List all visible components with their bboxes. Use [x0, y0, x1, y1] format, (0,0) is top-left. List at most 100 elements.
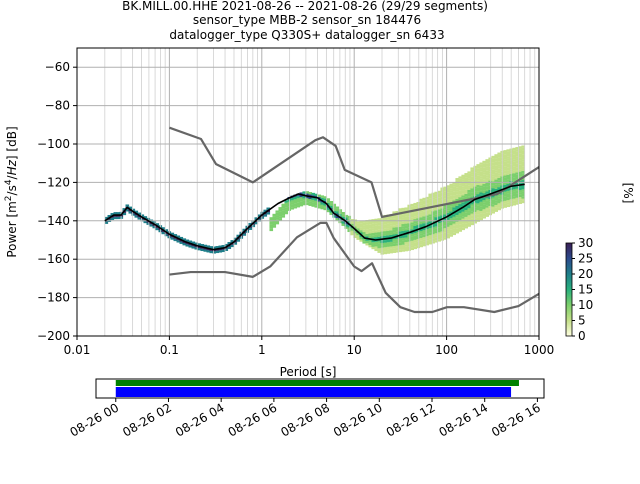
heatmap-cell [521, 147, 525, 151]
x-tick-label: 0.01 [64, 343, 91, 357]
heatmap-cell [497, 194, 501, 197]
heatmap-cell [377, 218, 382, 221]
x-tick-label: 100 [435, 343, 458, 357]
heatmap-cell [506, 197, 510, 201]
heatmap-cell [404, 237, 409, 240]
heatmap-cell [422, 241, 427, 244]
heatmap-cell [437, 234, 442, 237]
heatmap-cell [491, 167, 495, 170]
heatmap-cell [317, 203, 322, 207]
heatmap-cell [485, 205, 489, 208]
heatmap-cell [512, 150, 516, 153]
heatmap-cell [485, 182, 489, 185]
heatmap-cell [368, 242, 373, 246]
heatmap-cell [446, 224, 451, 227]
heatmap-cell [452, 198, 457, 201]
heatmap-cell [434, 214, 439, 218]
heatmap-cell [512, 168, 516, 171]
heatmap-cell [365, 240, 370, 244]
heatmap-cell [386, 230, 391, 234]
heatmap-cell [131, 213, 136, 216]
heatmap-cell [476, 182, 481, 185]
heatmap-cell [371, 246, 376, 250]
heatmap-cell [389, 246, 394, 249]
heatmap-cell [461, 174, 466, 178]
heatmap-cell [455, 198, 460, 202]
heatmap-cell [377, 245, 382, 249]
heatmap-cell [503, 189, 507, 192]
x-tick-label: 1000 [524, 343, 555, 357]
colorbar-tick-label: 10 [578, 298, 593, 312]
heatmap-cell [362, 241, 367, 244]
heatmap-cell [470, 208, 475, 212]
heatmap-cell [425, 213, 430, 216]
heatmap-cell [284, 204, 289, 208]
heatmap-cell [134, 215, 139, 218]
heatmap-cell [428, 202, 433, 206]
heatmap-cell [371, 226, 376, 229]
heatmap-cell [467, 182, 472, 186]
heatmap-cell [377, 229, 382, 233]
heatmap-cell [488, 175, 492, 179]
heatmap-cell [395, 238, 400, 242]
heatmap-cell [464, 200, 469, 204]
heatmap-cell [518, 155, 522, 158]
heatmap-cell [482, 163, 486, 166]
heatmap-cell [416, 222, 421, 226]
heatmap-cell [395, 234, 400, 237]
heatmap-cell [146, 217, 151, 221]
heatmap-cell [506, 179, 510, 182]
heatmap-cell [416, 238, 421, 242]
heatmap-cell [503, 182, 507, 185]
heatmap-cell [431, 229, 436, 232]
heatmap-cell [503, 166, 507, 169]
heatmap-cell [461, 218, 466, 221]
heatmap-cell [485, 196, 489, 199]
heatmap-cell [386, 251, 391, 254]
heatmap-cell [488, 201, 492, 204]
heatmap-cell [422, 216, 427, 219]
heatmap-cell [521, 170, 525, 174]
heatmap-cell [494, 188, 498, 192]
heatmap-cell [407, 213, 412, 217]
heatmap-cell [476, 175, 481, 179]
heatmap-cell [491, 171, 495, 175]
heatmap-cell [485, 170, 489, 174]
heatmap-cell [398, 208, 403, 211]
heatmap-cell [494, 181, 498, 185]
heatmap-cell [404, 246, 409, 249]
heatmap-cell [437, 236, 442, 240]
heatmap-cell [407, 248, 412, 251]
heatmap-cell [491, 155, 495, 159]
heatmap-cell [428, 242, 433, 245]
heatmap-cell [479, 178, 483, 182]
heatmap-cell [434, 233, 439, 236]
heatmap-cell [371, 221, 376, 224]
heatmap-cell [497, 157, 501, 160]
heatmap-cell [224, 248, 229, 251]
heatmap-cell [473, 168, 478, 171]
noise-models [169, 126, 540, 314]
heatmap-cell [479, 162, 483, 165]
heatmap-cell [458, 206, 463, 209]
heatmap-cell [233, 242, 238, 245]
heatmap-cell [479, 203, 483, 207]
heatmap-cell [467, 210, 472, 213]
heatmap-cell [485, 191, 489, 194]
heatmap-cell [476, 168, 481, 172]
heatmap-cell [401, 237, 406, 241]
heatmap-cell [398, 240, 403, 243]
heatmap-cell [293, 199, 298, 202]
heatmap-cell [521, 191, 525, 194]
heatmap-cell [452, 193, 457, 196]
heatmap-cell [422, 200, 427, 203]
heatmap-cell [461, 193, 466, 196]
heatmap-cell [413, 242, 418, 245]
heatmap-cell [410, 229, 415, 232]
y-tick-label: −140 [37, 214, 70, 228]
heatmap-cell [392, 232, 397, 235]
heatmap-cell [398, 224, 403, 227]
heatmap-cell [269, 226, 274, 229]
heatmap-cell [491, 160, 495, 163]
heatmap-cell [503, 196, 507, 199]
